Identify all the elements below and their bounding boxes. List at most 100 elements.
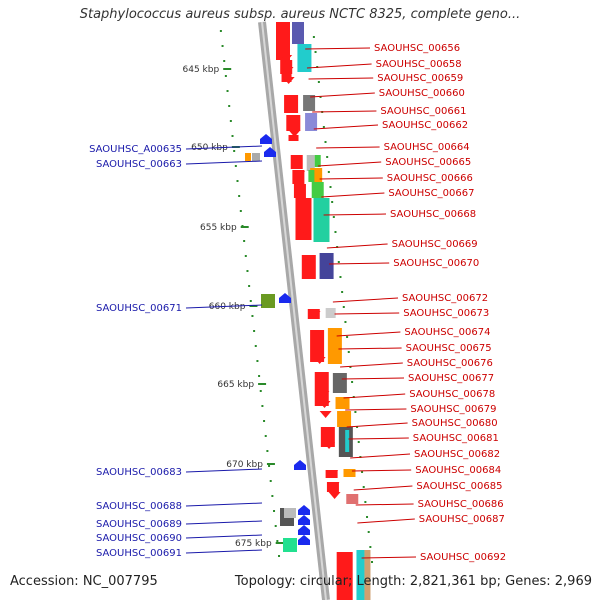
gene-feature-block <box>319 253 334 279</box>
guide-dot <box>312 36 315 38</box>
gene-feature-block <box>343 469 356 477</box>
reverse-arrow <box>298 505 310 515</box>
forward-gene-label: SAOUHSC_00670 <box>393 258 479 269</box>
gene-feature-block <box>290 155 303 169</box>
guide-dot <box>349 366 352 368</box>
forward-leader-line <box>338 347 402 350</box>
guide-dot <box>254 345 257 347</box>
forward-gene-label: SAOUHSC_00686 <box>418 499 504 510</box>
gene-feature-block <box>313 198 330 242</box>
gene-feature-block <box>286 115 301 131</box>
guide-dot <box>314 51 317 53</box>
guide-dot <box>354 411 357 413</box>
forward-arrow <box>317 391 330 398</box>
forward-leader-line <box>305 47 371 50</box>
guide-dot <box>356 426 359 428</box>
forward-gene-label: SAOUHSC_00674 <box>404 327 490 338</box>
guide-dot <box>271 495 274 497</box>
reverse-gene-label: SAOUHSC_00691 <box>96 548 182 559</box>
guide-dot <box>219 30 222 32</box>
guide-dot <box>369 546 372 548</box>
forward-leader-line <box>345 408 407 411</box>
guide-dot <box>263 420 266 422</box>
guide-dot <box>236 180 239 182</box>
forward-gene-label: SAOUHSC_00675 <box>406 343 492 354</box>
forward-gene-label: SAOUHSC_00656 <box>374 43 460 54</box>
forward-leader-line <box>351 469 412 472</box>
gene-feature-block <box>252 153 260 161</box>
forward-leader-line <box>336 331 401 337</box>
guide-dot <box>342 306 345 308</box>
gene-feature-block <box>276 22 290 60</box>
guide-dot <box>347 351 350 353</box>
forward-gene-label: SAOUHSC_00669 <box>392 239 478 250</box>
guide-dot <box>258 375 261 377</box>
gene-feature-block <box>364 550 371 600</box>
forward-arrow <box>319 411 332 418</box>
guide-dot <box>324 141 327 143</box>
forward-leader-line <box>317 161 382 167</box>
gene-feature-block <box>295 198 312 240</box>
forward-leader-line <box>319 177 383 180</box>
forward-arrow <box>280 55 293 62</box>
forward-leader-line <box>316 146 380 149</box>
guide-dot <box>259 390 262 392</box>
gene-feature-block <box>314 155 321 167</box>
gene-feature-block <box>297 44 312 72</box>
reverse-leader-line <box>185 502 263 507</box>
guide-dot <box>364 501 367 503</box>
forward-gene-label: SAOUHSC_00687 <box>419 514 505 525</box>
gene-features <box>245 22 371 600</box>
guide-dot <box>276 540 279 542</box>
forward-leader-line <box>310 92 375 98</box>
forward-leader-line <box>308 77 374 80</box>
gene-feature-block <box>293 184 306 198</box>
forward-gene-label: SAOUHSC_00660 <box>379 88 465 99</box>
forward-leader-line <box>346 422 408 428</box>
guide-dot <box>239 210 242 212</box>
forward-leader-line <box>357 518 415 524</box>
forward-arrow <box>327 482 340 489</box>
guide-dot <box>251 315 254 317</box>
forward-leader-line <box>350 453 411 459</box>
gene-feature-block <box>332 373 347 393</box>
guide-dot <box>361 471 364 473</box>
guide-dot <box>268 465 271 467</box>
gene-feature-block <box>305 113 318 131</box>
forward-gene-label: SAOUHSC_00672 <box>402 293 488 304</box>
reverse-arrow <box>260 134 272 144</box>
reverse-leader-line <box>185 520 263 525</box>
guide-dot <box>253 330 256 332</box>
backbone-highlight <box>261 21 327 600</box>
gene-feature-block <box>292 22 304 44</box>
forward-arrow <box>318 401 331 408</box>
forward-gene-label: SAOUHSC_00664 <box>384 142 470 153</box>
gene-feature-block <box>336 552 353 600</box>
forward-leader-line <box>321 192 385 198</box>
gene-feature-block <box>284 508 296 518</box>
guide-dot <box>266 450 269 452</box>
gene-feature-block <box>284 95 299 113</box>
forward-gene-label: SAOUHSC_00692 <box>420 552 506 563</box>
gene-feature-block <box>345 430 350 452</box>
reverse-gene-labels: SAOUHSC_A00635 SAOUHSC_00663 SAOUHSC_00671… <box>89 144 263 559</box>
forward-leader-line <box>313 124 379 130</box>
guide-dot <box>226 90 229 92</box>
reverse-gene-label: SAOUHSC_00671 <box>96 303 182 314</box>
forward-gene-label: SAOUHSC_00673 <box>403 308 489 319</box>
forward-gene-label: SAOUHSC_00658 <box>376 59 462 70</box>
gene-feature-block <box>308 170 315 182</box>
guide-dot <box>319 96 322 98</box>
guide-dot <box>332 216 335 218</box>
reverse-gene-label: SAOUHSC_A00635 <box>89 144 182 155</box>
guide-dot <box>256 360 259 362</box>
guide-dot <box>317 81 320 83</box>
forward-arrow <box>282 77 295 84</box>
guide-dot <box>246 270 249 272</box>
guide-dot <box>327 171 330 173</box>
gene-feature-block <box>245 153 251 161</box>
forward-gene-label: SAOUHSC_00684 <box>415 465 501 476</box>
forward-gene-label: SAOUHSC_00677 <box>408 373 494 384</box>
reverse-gene-label: SAOUHSC_00689 <box>96 519 182 530</box>
